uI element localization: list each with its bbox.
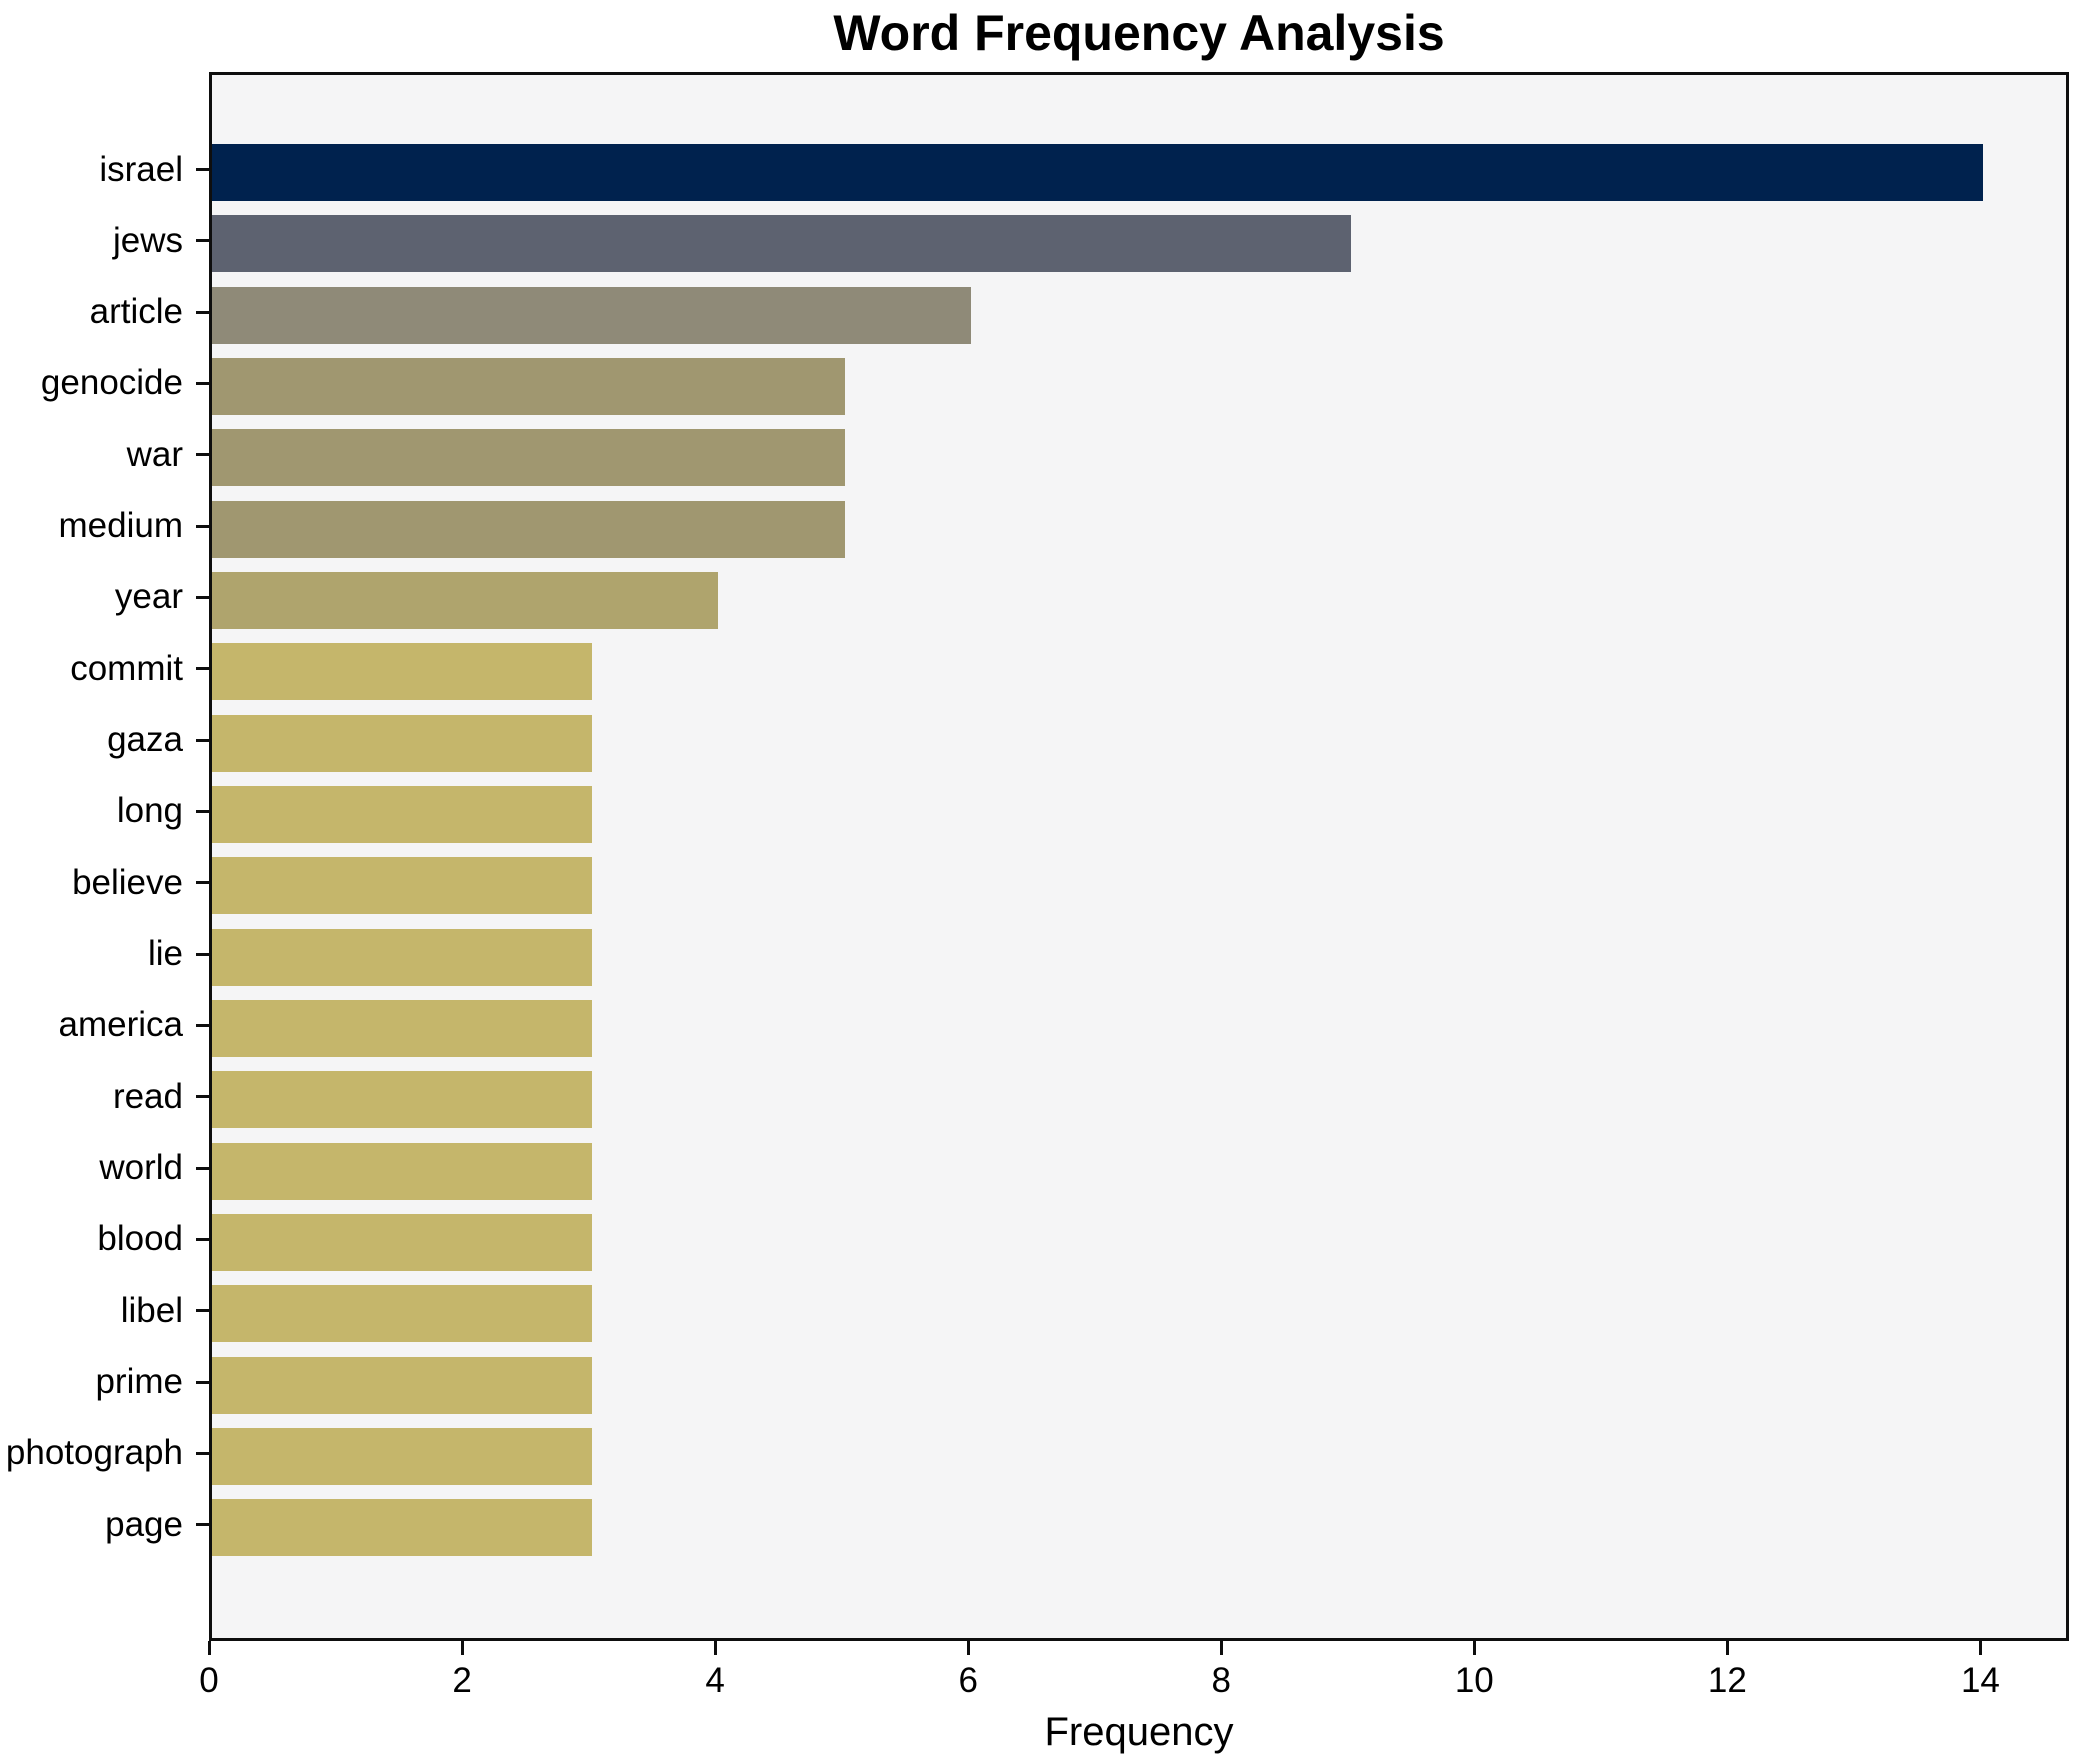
- ytick-label-photograph: photograph: [5, 1433, 183, 1473]
- ytick-mark: [196, 1451, 209, 1455]
- bar-prime: [212, 1356, 592, 1414]
- bar-long: [212, 785, 592, 843]
- ytick-label-prime: prime: [95, 1362, 183, 1402]
- ytick-label-blood: blood: [97, 1219, 183, 1259]
- ytick-mark: [196, 310, 209, 314]
- bar-gaza: [212, 714, 592, 772]
- ytick-mark: [196, 881, 209, 885]
- bar-read: [212, 1071, 592, 1129]
- xtick-label-2: 2: [452, 1661, 472, 1700]
- bar-israel: [212, 144, 1984, 201]
- xtick-label-12: 12: [1707, 1661, 1747, 1700]
- ytick-mark: [196, 1095, 209, 1099]
- ytick-mark: [196, 1023, 209, 1027]
- bar-commit: [212, 643, 592, 701]
- bar-article: [212, 286, 972, 344]
- bar-libel: [212, 1285, 592, 1343]
- bar-war: [212, 429, 845, 487]
- ytick-mark: [196, 524, 209, 528]
- ytick-mark: [196, 809, 209, 813]
- ytick-mark: [196, 1380, 209, 1384]
- ytick-mark: [196, 952, 209, 956]
- ytick-mark: [196, 381, 209, 385]
- ytick-mark: [196, 1166, 209, 1170]
- ytick-label-article: article: [89, 292, 183, 332]
- xtick-mark: [460, 1641, 464, 1655]
- ytick-label-believe: believe: [72, 862, 183, 902]
- ytick-label-medium: medium: [58, 506, 183, 546]
- xtick-label-6: 6: [958, 1661, 978, 1700]
- ytick-label-libel: libel: [120, 1290, 183, 1330]
- ytick-label-world: world: [99, 1148, 183, 1188]
- bar-believe: [212, 857, 592, 915]
- xtick-mark: [1978, 1641, 1982, 1655]
- chart-title: Word Frequency Analysis: [833, 5, 1445, 61]
- x-axis-label: Frequency: [1044, 1710, 1234, 1754]
- ytick-label-long: long: [116, 791, 183, 831]
- ytick-label-page: page: [105, 1504, 183, 1544]
- xtick-label-10: 10: [1454, 1661, 1494, 1700]
- xtick-label-4: 4: [705, 1661, 725, 1700]
- xtick-mark: [1472, 1641, 1476, 1655]
- xtick-mark: [966, 1641, 970, 1655]
- bar-lie: [212, 928, 592, 986]
- ytick-mark: [196, 1309, 209, 1313]
- ytick-mark: [196, 595, 209, 599]
- xtick-label-0: 0: [199, 1661, 219, 1700]
- ytick-label-year: year: [114, 577, 183, 617]
- plot-area: [209, 72, 2069, 1641]
- bar-jews: [212, 215, 1351, 273]
- ytick-label-commit: commit: [70, 648, 183, 688]
- ytick-mark: [196, 738, 209, 742]
- xtick-mark: [713, 1641, 717, 1655]
- bar-photograph: [212, 1427, 592, 1485]
- xtick-label-14: 14: [1960, 1661, 2000, 1700]
- bar-genocide: [212, 357, 845, 415]
- ytick-label-gaza: gaza: [107, 720, 183, 760]
- ytick-mark: [196, 453, 209, 457]
- ytick-mark: [196, 239, 209, 243]
- ytick-label-israel: israel: [99, 149, 183, 189]
- ytick-mark: [196, 168, 209, 171]
- ytick-label-jews: jews: [112, 220, 183, 260]
- bar-world: [212, 1142, 592, 1200]
- bar-america: [212, 999, 592, 1057]
- ytick-mark: [196, 1523, 209, 1527]
- ytick-mark: [196, 667, 209, 671]
- xtick-mark: [207, 1641, 211, 1655]
- bar-medium: [212, 500, 845, 558]
- ytick-label-read: read: [112, 1076, 183, 1116]
- ytick-mark: [196, 1237, 209, 1241]
- ytick-label-lie: lie: [147, 934, 183, 974]
- xtick-mark: [1219, 1641, 1223, 1655]
- ytick-label-genocide: genocide: [40, 363, 183, 403]
- bar-page: [212, 1499, 592, 1557]
- bar-year: [212, 571, 719, 629]
- bar-blood: [212, 1213, 592, 1271]
- ytick-label-america: america: [58, 1005, 183, 1045]
- ytick-label-war: war: [126, 434, 183, 474]
- xtick-mark: [1725, 1641, 1729, 1655]
- xtick-label-8: 8: [1211, 1661, 1231, 1700]
